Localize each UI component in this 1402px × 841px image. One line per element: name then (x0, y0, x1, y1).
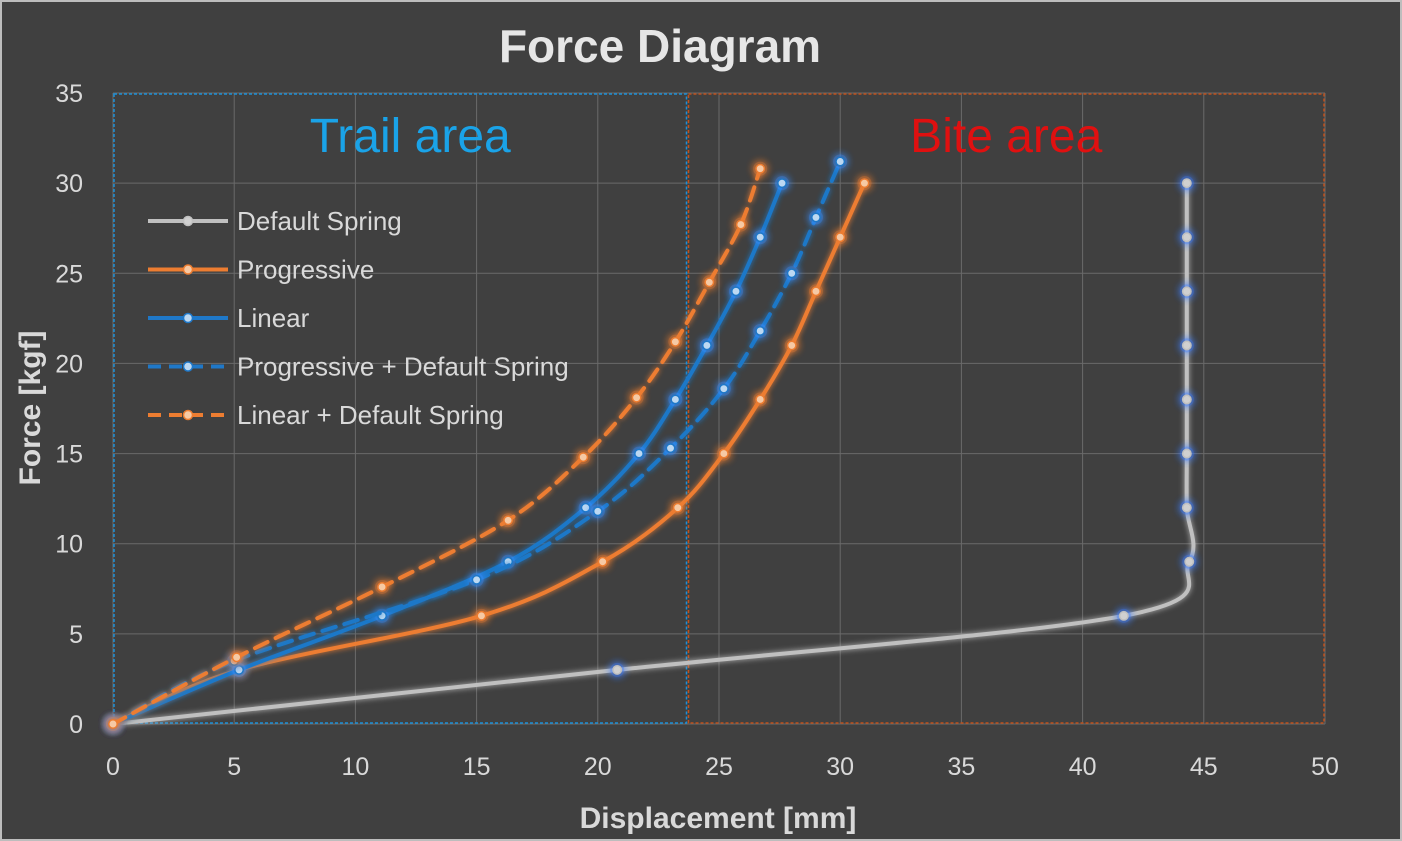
region-label-1: Bite area (910, 110, 1102, 163)
region-boxes: Trail area Bite area (113, 93, 1325, 724)
legend-label-1: Progressive (237, 255, 374, 285)
region-label-0: Trail area (310, 110, 511, 163)
data-point-4-9 (753, 161, 768, 176)
y-axis-ticks: 0 5 10 15 20 25 30 35 (55, 80, 83, 739)
chart-title: Force Diagram (499, 20, 821, 72)
data-point-3-8 (808, 210, 823, 225)
data-point-4-0 (106, 717, 120, 731)
y-tick-label-7: 35 (55, 80, 83, 108)
legend-item-2: Linear (148, 303, 310, 333)
data-point-4-1 (229, 650, 244, 665)
data-point-0-2 (1116, 608, 1131, 623)
series-0 (106, 176, 1197, 731)
data-point-2-8 (728, 284, 743, 299)
data-point-1-8 (808, 284, 823, 299)
legend-item-1: Progressive (148, 255, 374, 285)
data-point-0-5 (1179, 446, 1194, 461)
data-point-1-3 (595, 554, 610, 569)
x-tick-label-2: 10 (341, 753, 369, 781)
y-tick-label-0: 0 (69, 711, 83, 739)
data-point-0-10 (1179, 176, 1194, 191)
y-axis-title: Force [kgf] (14, 330, 47, 485)
data-point-3-3 (590, 504, 605, 519)
x-tick-label-5: 25 (705, 753, 733, 781)
x-tick-label-6: 30 (826, 753, 854, 781)
y-tick-label-3: 15 (55, 441, 83, 469)
data-point-0-4 (1179, 500, 1194, 515)
legend-label-0: Default Spring (237, 206, 402, 236)
data-point-1-10 (857, 176, 872, 191)
data-point-4-6 (668, 334, 683, 349)
legend-label-2: Linear (237, 303, 310, 333)
x-tick-label-8: 40 (1069, 753, 1097, 781)
data-point-2-6 (668, 392, 683, 407)
series-line-0 (111, 181, 1196, 726)
x-axis-title: Displacement [mm] (580, 802, 857, 835)
data-point-4-8 (733, 217, 748, 232)
x-tick-label-0: 0 (106, 753, 120, 781)
data-point-3-9 (833, 154, 848, 169)
data-point-4-2 (375, 579, 390, 594)
data-point-2-9 (753, 230, 768, 245)
x-tick-label-1: 5 (227, 753, 241, 781)
region-box-1 (687, 93, 1325, 724)
x-axis-ticks: 0 5 10 15 20 25 30 35 40 45 50 (106, 753, 1339, 781)
y-tick-label-2: 10 (55, 531, 83, 559)
data-point-3-2 (469, 572, 484, 587)
y-tick-label-5: 25 (55, 260, 83, 288)
legend-label-4: Linear + Default Spring (237, 400, 504, 430)
data-point-2-4 (578, 500, 593, 515)
data-point-2-5 (632, 446, 647, 461)
data-point-1-6 (753, 392, 768, 407)
data-point-3-6 (753, 323, 768, 338)
data-point-0-3 (1182, 554, 1197, 569)
x-tick-label-10: 50 (1311, 753, 1339, 781)
data-point-0-7 (1179, 338, 1194, 353)
x-tick-label-4: 20 (584, 753, 612, 781)
legend-item-0: Default Spring (148, 206, 402, 236)
data-point-1-4 (670, 500, 685, 515)
data-point-4-4 (576, 450, 591, 465)
data-point-1-5 (716, 446, 731, 461)
region-box-0 (113, 93, 688, 724)
y-tick-label-6: 30 (55, 170, 83, 198)
series-4 (106, 161, 768, 731)
series-line-3 (111, 159, 843, 726)
y-tick-label-1: 5 (69, 621, 83, 649)
x-tick-label-7: 35 (947, 753, 975, 781)
data-point-4-5 (629, 390, 644, 405)
data-point-2-7 (699, 338, 714, 353)
data-point-3-4 (663, 441, 678, 456)
data-point-3-5 (716, 381, 731, 396)
data-point-1-2 (474, 608, 489, 623)
x-tick-label-9: 45 (1190, 753, 1218, 781)
legend-item-3: Progressive + Default Spring (148, 352, 569, 382)
y-tick-label-4: 20 (55, 350, 83, 378)
x-tick-label-3: 15 (463, 753, 491, 781)
data-point-3-7 (784, 266, 799, 281)
data-point-2-10 (775, 176, 790, 191)
data-point-0-9 (1179, 230, 1194, 245)
legend-item-4: Linear + Default Spring (148, 400, 504, 430)
data-point-4-3 (501, 513, 516, 528)
data-point-4-7 (702, 275, 717, 290)
data-point-0-8 (1179, 284, 1194, 299)
data-point-0-6 (1179, 392, 1194, 407)
legend-label-3: Progressive + Default Spring (237, 352, 569, 382)
data-point-0-1 (610, 662, 625, 677)
series-layer (106, 154, 1197, 731)
data-point-1-7 (784, 338, 799, 353)
legend: Default Spring Progressive Linear Progressi… (148, 206, 569, 430)
data-point-1-9 (833, 230, 848, 245)
